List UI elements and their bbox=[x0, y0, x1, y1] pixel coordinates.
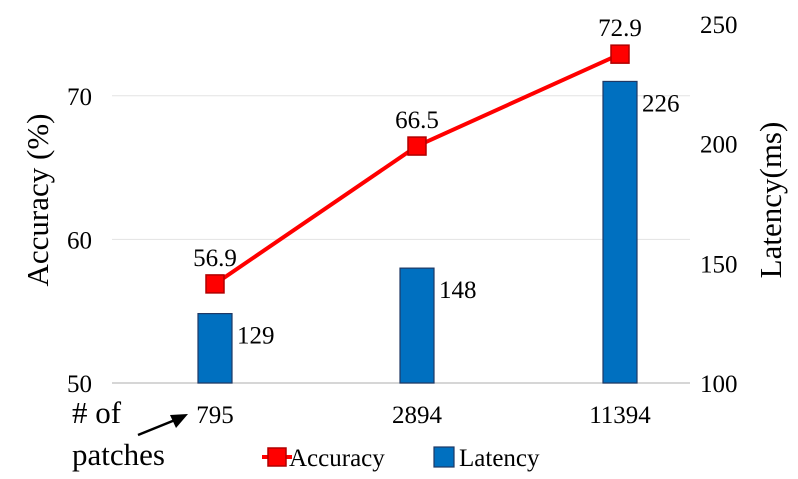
accuracy-data-label: 56.9 bbox=[193, 245, 237, 272]
accuracy-line bbox=[205, 44, 630, 294]
x-axis-arrow bbox=[137, 414, 188, 437]
latency-bar bbox=[197, 312, 233, 384]
left-tick-label: 70 bbox=[67, 84, 92, 111]
data-labels: 129 148 226 56.9 66.5 72.9 bbox=[193, 15, 679, 349]
left-axis-title: Accuracy (%) bbox=[20, 114, 55, 287]
x-axis-title: # of patches bbox=[72, 395, 165, 472]
legend-label-accuracy: Accuracy bbox=[289, 445, 385, 472]
x-axis-title-line-2: patches bbox=[72, 437, 165, 472]
accuracy-marker bbox=[407, 136, 427, 156]
legend-item-accuracy: Accuracy bbox=[262, 445, 385, 472]
latency-data-label: 226 bbox=[642, 90, 680, 117]
latency-bar bbox=[399, 267, 435, 384]
legend-swatch-latency bbox=[433, 446, 455, 468]
right-tick-label: 250 bbox=[700, 12, 738, 39]
right-tick-label: 200 bbox=[700, 132, 738, 159]
latency-data-label: 129 bbox=[237, 323, 275, 350]
legend-label-latency: Latency bbox=[459, 445, 540, 472]
accuracy-data-label: 72.9 bbox=[598, 15, 642, 42]
accuracy-line-path bbox=[213, 52, 621, 286]
accuracy-marker bbox=[205, 274, 225, 294]
legend-item-latency: Latency bbox=[433, 445, 540, 472]
legend: Accuracy Latency bbox=[262, 445, 540, 472]
legend-marker-accuracy bbox=[267, 447, 287, 467]
left-tick-label: 60 bbox=[67, 227, 92, 254]
accuracy-data-label: 66.5 bbox=[395, 107, 439, 134]
axes: 50 60 70 100 150 200 250 795 2894 11394 bbox=[67, 12, 738, 429]
x-tick-label: 11394 bbox=[589, 402, 651, 429]
latency-bars bbox=[197, 80, 638, 384]
latency-bar bbox=[602, 80, 638, 384]
left-tick-label: 50 bbox=[67, 371, 92, 398]
x-axis-title-line-1: # of bbox=[72, 395, 122, 430]
x-tick-label: 795 bbox=[196, 402, 234, 429]
x-tick-label: 2894 bbox=[392, 402, 443, 429]
accuracy-marker bbox=[610, 44, 630, 64]
latency-data-label: 148 bbox=[439, 277, 477, 304]
right-tick-label: 150 bbox=[700, 251, 738, 278]
right-tick-label: 100 bbox=[700, 371, 738, 398]
right-axis-title: Latency(ms) bbox=[753, 122, 788, 279]
